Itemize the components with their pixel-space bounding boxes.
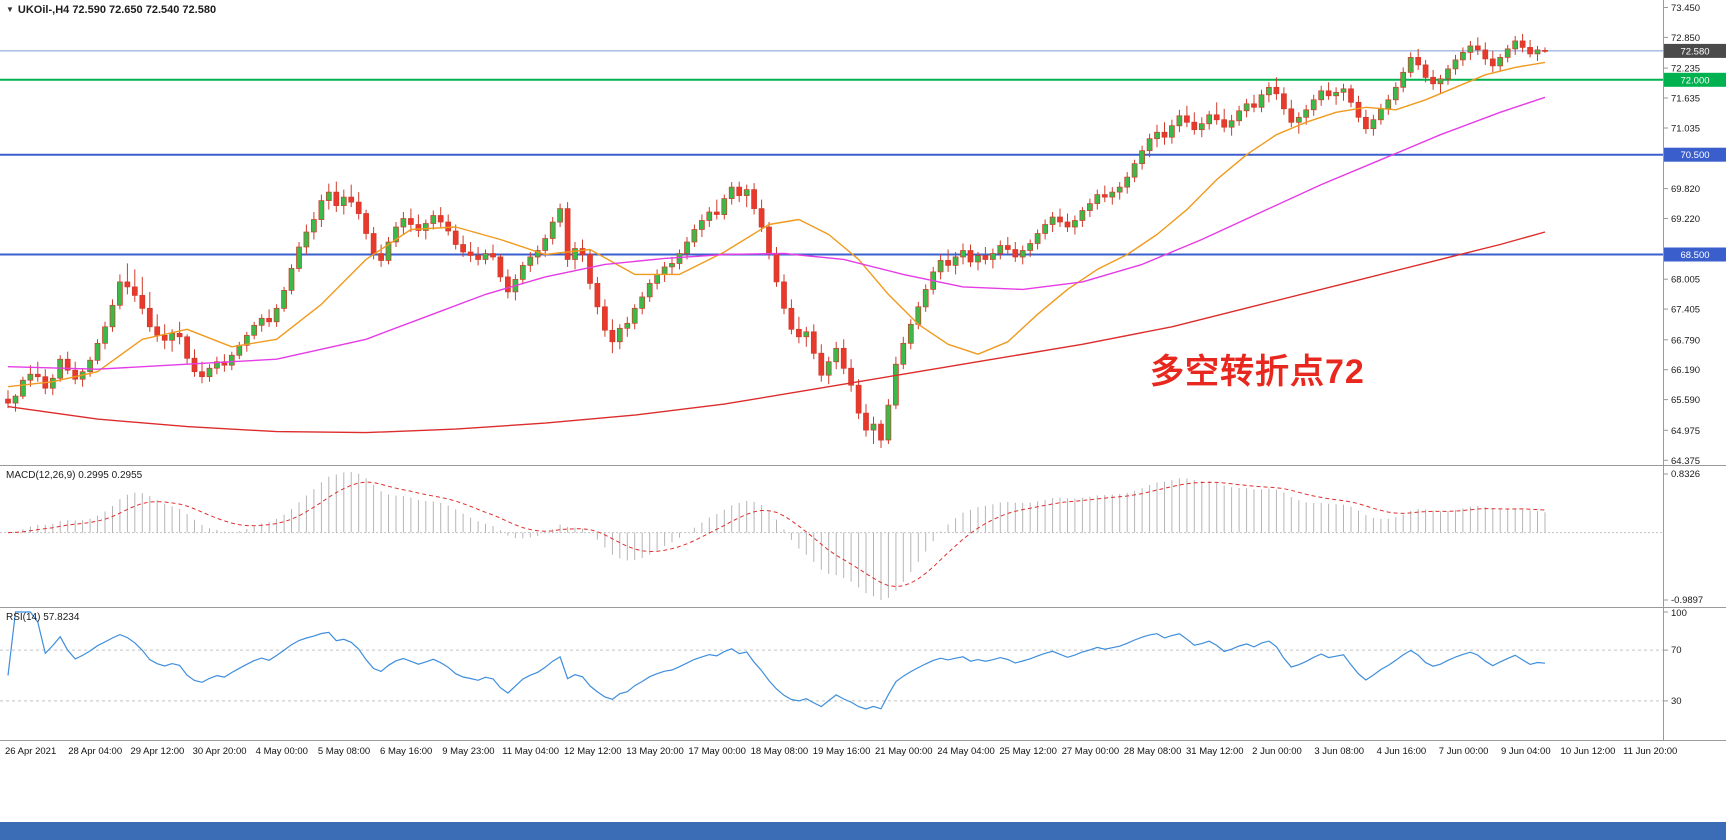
price-axis-label: 66.790 (1671, 335, 1700, 346)
time-label: 17 May 00:00 (688, 746, 746, 757)
time-label: 27 May 00:00 (1061, 746, 1120, 757)
price-badge: 72.000 (1664, 72, 1726, 87)
svg-text:68.500: 68.500 (1680, 250, 1709, 261)
symbol-ohlc-title: UKOil-,H4 72.590 72.650 72.540 72.580 (17, 4, 217, 16)
chart-annotation: 多空转折点72 (1150, 353, 1365, 391)
svg-text:70.500: 70.500 (1680, 150, 1709, 161)
time-label: 11 May 04:00 (502, 746, 560, 757)
price-axis-label: 68.005 (1671, 275, 1700, 286)
time-label: 3 Jun 08:00 (1314, 746, 1365, 757)
time-label: 10 Jun 12:00 (1560, 746, 1616, 757)
time-label: 28 Apr 04:00 (68, 746, 123, 757)
price-axis-label: 71.035 (1671, 124, 1700, 135)
price-axis-label: 72.850 (1671, 33, 1700, 44)
time-label: 29 Apr 12:00 (130, 746, 185, 757)
time-label: 5 May 08:00 (317, 746, 371, 757)
time-label: 18 May 08:00 (750, 746, 809, 757)
price-axis-label: 66.190 (1671, 365, 1700, 376)
symbol-marker-icon: ▼ (6, 5, 14, 14)
price-badge: 70.500 (1664, 147, 1726, 162)
price-axis-label: 64.975 (1671, 426, 1700, 437)
time-label: 4 Jun 16:00 (1376, 746, 1427, 757)
time-axis[interactable]: 26 Apr 2021 28 Apr 04:00 29 Apr 12:00 30 Ap… (0, 741, 1726, 763)
time-label: 25 May 12:00 (999, 746, 1057, 757)
price-axis-label: 64.375 (1671, 456, 1700, 466)
macd-scale-top: 0.8326 (1671, 469, 1700, 480)
time-label: 13 May 20:00 (626, 746, 684, 757)
svg-text:72.580: 72.580 (1680, 46, 1709, 57)
price-badge: 68.500 (1664, 247, 1726, 262)
time-label: 19 May 16:00 (812, 746, 871, 757)
rsi-line (7, 611, 1546, 710)
price-badge: 72.580 (1664, 43, 1726, 58)
ma-slow-red (7, 231, 1546, 434)
time-label: 28 May 08:00 (1123, 746, 1182, 757)
time-label: 9 Jun 04:00 (1500, 746, 1551, 757)
price-axis-label: 69.820 (1671, 184, 1700, 195)
price-axis-label: 73.450 (1671, 3, 1700, 14)
time-label: 6 May 16:00 (380, 746, 433, 757)
bottom-scrollbar[interactable] (0, 822, 1726, 840)
rsi-scale-label: 70 (1671, 645, 1682, 656)
time-label: 30 Apr 20:00 (192, 746, 247, 757)
macd-indicator-label: MACD(12,26,9) 0.2995 0.2955 (6, 470, 143, 481)
rsi-indicator-label: RSI(14) 57.8234 (6, 612, 80, 623)
rsi-scale-label: 100 (1671, 608, 1687, 619)
time-label: 7 Jun 00:00 (1438, 746, 1489, 757)
price-axis-label: 72.235 (1671, 64, 1700, 75)
macd-histogram (15, 472, 1546, 600)
rsi-panel-canvas[interactable]: 100 70 30 (0, 608, 1726, 741)
ma-medium-magenta (7, 96, 1546, 370)
macd-signal-line (7, 481, 1546, 588)
price-axis-label: 71.635 (1671, 94, 1700, 105)
time-label: 24 May 04:00 (937, 746, 995, 757)
time-label: 26 Apr 2021 (5, 746, 57, 757)
price-axis-label: 69.220 (1671, 214, 1700, 225)
macd-scale-bottom: -0.9897 (1671, 595, 1703, 606)
time-label: 4 May 00:00 (255, 746, 308, 757)
time-label: 2 Jun 00:00 (1252, 746, 1302, 757)
price-chart-canvas[interactable]: 73.450 72.850 72.235 71.635 71.035 69.820 69.2… (0, 0, 1726, 466)
macd-panel-canvas[interactable]: 0.8326 -0.9897 (0, 466, 1726, 608)
rsi-scale-label: 30 (1671, 696, 1682, 707)
time-label: 11 Jun 20:00 (1623, 746, 1678, 757)
candles (5, 33, 1548, 448)
svg-text:72.000: 72.000 (1680, 75, 1709, 86)
price-axis-label: 65.590 (1671, 395, 1700, 406)
time-label: 12 May 12:00 (564, 746, 622, 757)
chart-title-bar: ▼ UKOil-,H4 72.590 72.650 72.540 72.580 (6, 4, 216, 16)
price-axis-label: 67.405 (1671, 305, 1700, 316)
time-label: 31 May 12:00 (1186, 746, 1244, 757)
time-label: 9 May 23:00 (442, 746, 495, 757)
ma-fast-orange (7, 61, 1546, 388)
time-label: 21 May 00:00 (875, 746, 933, 757)
